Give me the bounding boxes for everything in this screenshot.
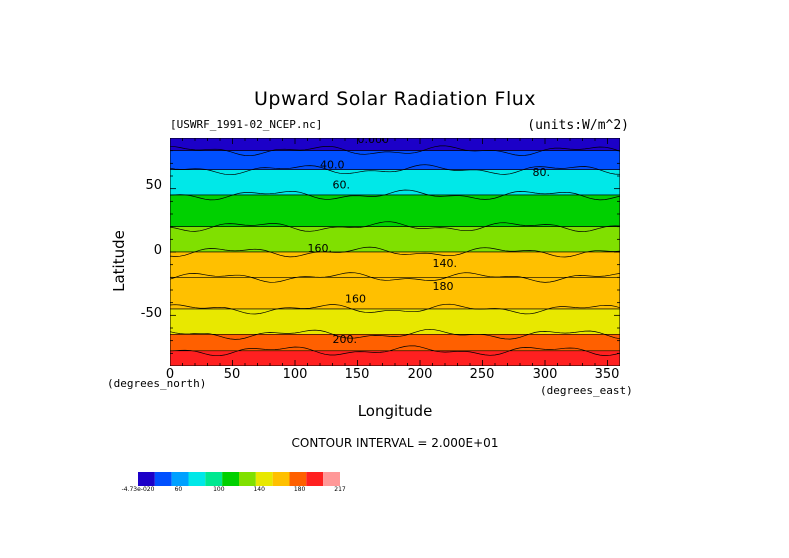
x-axis-label: Longitude: [357, 402, 433, 420]
colorbar-tick-label: 140: [253, 486, 265, 493]
chart-title: Upward Solar Radiation Flux: [253, 88, 537, 110]
colorbar-tick-label: 100: [213, 486, 225, 493]
colorbar-tick-label: 180: [293, 486, 306, 493]
contour-line: [170, 221, 620, 232]
x-unit-label: (degrees_east): [540, 384, 633, 397]
contour-line: [170, 189, 620, 201]
latitude-band: [170, 350, 620, 366]
colorbar: [138, 472, 340, 486]
contour-label: 180: [433, 280, 454, 293]
contour-line: [170, 145, 620, 157]
colorbar-swatch: [239, 472, 256, 486]
colorbar-swatch: [289, 472, 307, 486]
contour-line: [170, 328, 620, 340]
contour-label: 160: [345, 293, 366, 306]
contour-interval-text: CONTOUR INTERVAL = 2.000E+01: [291, 436, 499, 450]
colorbar-swatch: [154, 472, 172, 486]
y-axis-label: Latitude: [109, 230, 128, 292]
contour-label: 160.: [308, 242, 333, 255]
latitude-band: [170, 150, 620, 170]
contour-line: [170, 345, 620, 357]
colorbar-swatch: [188, 472, 206, 486]
contour-label: 0.000: [358, 138, 390, 146]
contour-line: [170, 303, 620, 315]
contour-label: 200.: [333, 333, 358, 346]
y-unit-label: (degrees_north): [107, 377, 207, 390]
colorbar-swatch: [171, 472, 189, 486]
y-tick-label: -50: [140, 306, 162, 321]
units-label: (units:W/m^2): [527, 118, 629, 133]
contour-line: [170, 272, 620, 283]
x-tick-label: 50: [223, 367, 241, 382]
x-tick-label: 350: [594, 367, 620, 382]
colorbar-swatch: [306, 472, 324, 486]
colorbar-swatch: [222, 472, 239, 486]
contour-label: 140.: [433, 257, 458, 270]
colorbar-swatch: [272, 472, 290, 486]
colorbar-tick-label: -4.73e-020: [121, 486, 155, 493]
colorbar-swatch: [205, 472, 223, 486]
x-tick-label: 250: [469, 367, 495, 382]
contour-line: [170, 164, 620, 176]
latitude-band: [170, 194, 620, 227]
y-tick-label: 0: [153, 243, 162, 258]
contour-label: 80.: [533, 166, 551, 179]
x-tick-label: 200: [407, 367, 433, 382]
colorbar-tick-label: 217: [334, 486, 346, 493]
x-tick-label: 100: [282, 367, 308, 382]
x-tick-label: 0: [165, 367, 175, 382]
contour-line: [170, 246, 620, 258]
latitude-band: [170, 169, 620, 196]
colorbar-tick-label: 60: [174, 486, 183, 493]
colorbar-swatch: [255, 472, 273, 486]
x-tick-label: 150: [344, 367, 370, 382]
latitude-band: [170, 226, 620, 253]
colorbar-swatch: [138, 472, 155, 486]
latitude-band: [170, 308, 620, 335]
heatmap-plot: 0.000 40.0 60. 80. 140. 160. 160 180 200.: [170, 138, 620, 366]
y-tick-label: 50: [145, 178, 162, 193]
latitude-band: [170, 251, 620, 278]
contour-label: 40.0: [320, 158, 345, 171]
latitude-band: [170, 277, 620, 310]
contour-label: 60.: [333, 179, 351, 192]
source-file-label: [USWRF_1991-02_NCEP.nc]: [170, 118, 323, 131]
colorbar-swatch: [323, 472, 340, 486]
x-tick-label: 300: [532, 367, 558, 382]
